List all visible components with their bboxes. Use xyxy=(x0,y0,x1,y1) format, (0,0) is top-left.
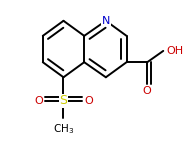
Text: CH$_3$: CH$_3$ xyxy=(53,122,74,136)
Text: O: O xyxy=(34,96,43,106)
Text: OH: OH xyxy=(166,46,183,56)
Text: S: S xyxy=(60,94,68,107)
Text: O: O xyxy=(84,96,93,106)
Text: O: O xyxy=(143,86,152,96)
Text: N: N xyxy=(102,16,110,26)
